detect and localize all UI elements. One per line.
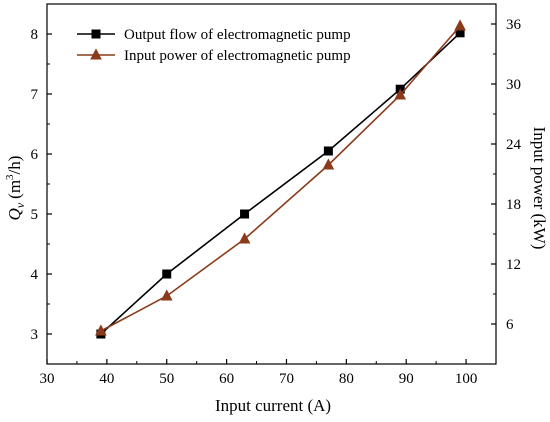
y-right-tick-label: 36 <box>506 17 522 33</box>
input-power-point <box>322 158 335 170</box>
y-left-tick-label: 5 <box>31 207 39 223</box>
input-power-point <box>394 88 407 100</box>
input-power-point <box>160 289 173 301</box>
legend-output-flow-marker <box>91 29 101 39</box>
output-flow-point <box>162 269 172 279</box>
y-left-tick-label: 8 <box>31 27 39 43</box>
input-power-point <box>454 19 466 31</box>
y-left-tick-label: 3 <box>31 327 39 343</box>
left-y-axis-title: Qv (m3/h) <box>4 156 27 221</box>
output-flow-line <box>100 32 461 335</box>
output-flow-point <box>323 146 333 156</box>
legend-input-power-label: Input power of electromagnetic pump <box>124 48 351 64</box>
left-y-axis-title-subscript: v <box>13 202 27 208</box>
y-left-tick-label: 6 <box>31 147 39 163</box>
x-tick-label: 70 <box>279 371 294 387</box>
left-y-axis-title-superscript: 3 <box>4 174 16 180</box>
y-right-tick-label: 24 <box>506 137 522 153</box>
y-left-tick-label: 4 <box>31 267 39 283</box>
x-tick-label: 100 <box>455 371 478 387</box>
x-tick-label: 60 <box>219 371 234 387</box>
x-tick-label: 30 <box>40 371 55 387</box>
y-right-tick-label: 30 <box>506 77 521 93</box>
legend: Output flow of electromagnetic pump Input… <box>77 27 351 64</box>
y-right-tick-label: 6 <box>506 317 514 333</box>
y-left-tick-label: 7 <box>31 87 39 103</box>
x-tick-label: 40 <box>99 371 114 387</box>
output-flow-point <box>240 209 250 219</box>
input-power-point <box>95 324 107 336</box>
input-power-line <box>100 25 461 332</box>
left-y-axis-title-unit: (m <box>5 180 24 199</box>
y-right-tick-label: 18 <box>506 197 521 213</box>
left-y-axis-title-unit-tail: /h) <box>5 156 24 175</box>
series-group <box>95 19 466 339</box>
legend-input-power-marker <box>90 48 102 60</box>
right-y-axis-title: Input power (kW) <box>530 127 549 250</box>
ticks-group: 30 40 50 60 70 80 90 100 3 4 5 6 7 8 6 12 18 24 30 36 <box>31 17 522 387</box>
input-power-point <box>238 232 251 244</box>
x-tick-label: 50 <box>159 371 174 387</box>
x-tick-label: 80 <box>339 371 354 387</box>
y-right-tick-label: 12 <box>506 257 521 273</box>
x-axis-title: Input current (A) <box>215 396 331 415</box>
left-y-axis-title-symbol: Q <box>5 208 24 220</box>
legend-output-flow-label: Output flow of electromagnetic pump <box>124 27 351 43</box>
x-tick-label: 90 <box>399 371 414 387</box>
